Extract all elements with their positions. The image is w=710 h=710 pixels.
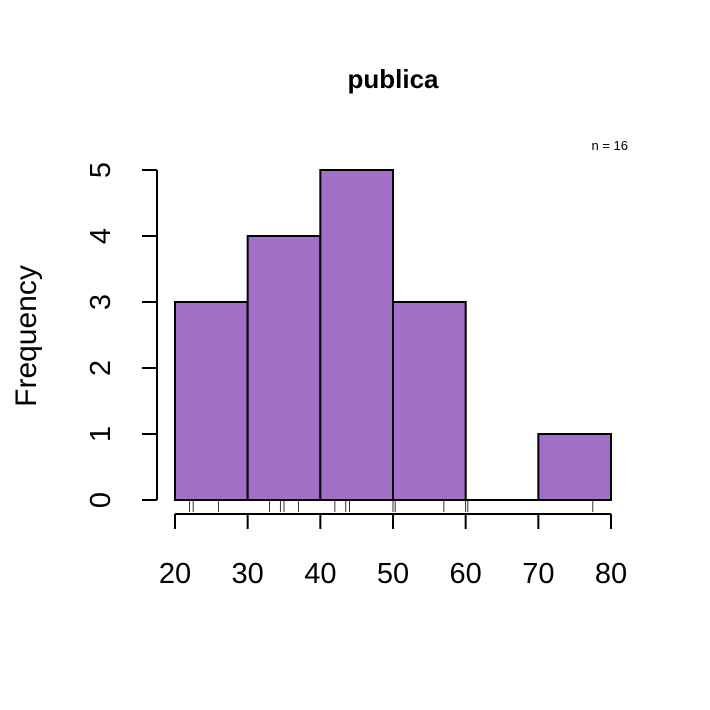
histogram-bar-2 [319, 169, 395, 501]
histogram-bar-5 [537, 433, 612, 501]
x-tick-label: 50 [377, 558, 409, 590]
y-tick-label: 0 [85, 492, 117, 508]
x-tick-label: 80 [595, 558, 627, 590]
x-tick-label: 40 [304, 558, 336, 590]
sample-size-note: n = 16 [591, 138, 628, 153]
histogram-bar-3 [392, 301, 467, 501]
y-tick-label: 1 [85, 426, 117, 442]
x-axis: 20 30 40 50 60 70 80 [159, 513, 627, 590]
y-tick-label: 5 [85, 162, 117, 178]
histogram-bar-0 [174, 301, 249, 501]
bars-group [174, 169, 612, 501]
chart-title: publica [347, 64, 439, 94]
y-axis: 0 1 2 3 4 5 [85, 162, 158, 508]
rug-marks [189, 501, 594, 512]
y-axis-label: Frequency [10, 265, 43, 407]
x-tick-label: 60 [450, 558, 482, 590]
y-tick-label: 4 [85, 228, 117, 244]
y-tick-label: 2 [85, 360, 117, 376]
x-tick-label: 30 [232, 558, 264, 590]
y-tick-label: 3 [85, 294, 117, 310]
x-tick-label: 70 [522, 558, 554, 590]
histogram-bar-1 [246, 235, 322, 501]
x-tick-label: 20 [159, 558, 191, 590]
